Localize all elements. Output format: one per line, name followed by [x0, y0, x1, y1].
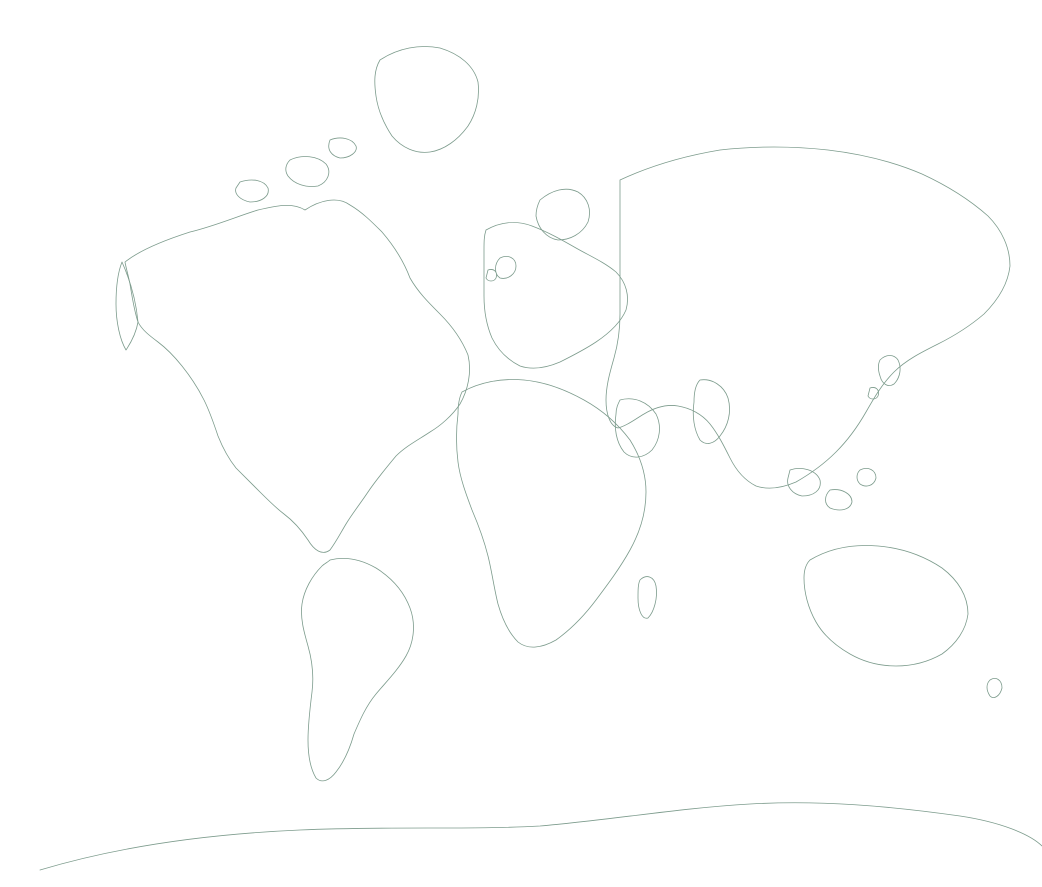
alaska-coastline	[115, 261, 139, 351]
greenland-coastline	[374, 46, 479, 153]
southeast-asia-coastline	[787, 468, 877, 511]
asia-coastline	[605, 146, 1011, 489]
africa-coastline	[456, 379, 647, 648]
antarctica-coastline	[39, 802, 1042, 871]
scandinavia-coastline	[535, 188, 590, 241]
madagascar-coastline	[637, 576, 657, 619]
arctic-islands-coastline	[235, 137, 357, 203]
coastlines	[39, 46, 1042, 871]
europe-coastline	[483, 222, 628, 369]
japan-coastline	[867, 355, 901, 400]
south-america-coastline	[301, 558, 414, 782]
arabia-india-coastline	[614, 379, 730, 458]
british-isles-coastline	[485, 256, 517, 282]
north-america-coastline	[124, 199, 470, 553]
australia-coastline	[803, 545, 969, 667]
new-zealand-coastline	[986, 678, 1003, 698]
